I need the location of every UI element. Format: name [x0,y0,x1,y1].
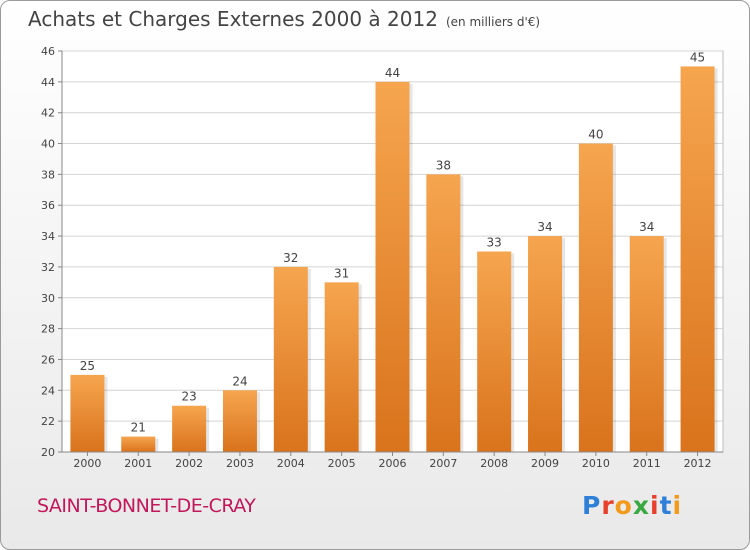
x-tick-label: 2010 [582,457,610,470]
logo-letter: x [632,491,650,520]
data-label: 40 [588,128,603,142]
bar [680,66,715,452]
proxiti-logo[interactable]: Proxiti [582,491,682,520]
x-tick-label: 2006 [379,457,407,470]
bar [578,143,613,453]
data-label: 21 [131,421,146,435]
x-tick-label: 2009 [531,457,559,470]
bar [324,282,359,452]
y-tick-label: 28 [41,323,55,336]
y-tick-label: 22 [41,415,55,428]
x-tick-label: 2008 [480,457,508,470]
bar [121,436,156,452]
logo-letter: t [659,491,673,520]
data-label: 32 [283,251,298,265]
y-tick-label: 30 [41,292,55,305]
chart-title: Achats et Charges Externes 2000 à 2012 [28,7,438,31]
data-label: 24 [232,374,247,388]
x-tick-label: 2012 [684,457,712,470]
x-tick-label: 2005 [328,457,356,470]
bar [426,174,461,452]
y-tick-label: 38 [41,168,55,181]
y-tick-label: 32 [41,261,55,274]
bar [70,374,105,452]
data-label: 44 [385,66,400,80]
y-tick-label: 34 [41,230,55,243]
y-tick-label: 44 [41,76,55,89]
data-label: 34 [537,220,552,234]
bar [375,81,410,452]
bar [172,405,207,452]
y-tick-label: 24 [41,384,55,397]
bar [477,251,512,452]
bar [222,390,257,452]
bar [629,236,664,452]
bar [528,236,563,452]
y-tick-label: 36 [41,199,55,212]
logo-letter: i [672,491,683,520]
logo-letter: P [582,491,602,520]
data-label: 38 [436,158,451,172]
y-tick-label: 42 [41,107,55,120]
logo-letter: i [650,491,660,520]
y-tick-label: 46 [41,45,55,58]
x-tick-label: 2002 [175,457,203,470]
chart-title-block: Achats et Charges Externes 2000 à 2012 (e… [28,7,540,31]
x-tick-label: 2011 [633,457,661,470]
data-label: 25 [80,359,95,373]
y-tick-label: 20 [41,446,55,459]
x-tick-label: 2004 [277,457,305,470]
x-tick-label: 2003 [226,457,254,470]
y-tick-label: 40 [41,138,55,151]
data-label: 23 [181,390,196,404]
x-tick-label: 2001 [124,457,152,470]
logo-letter: r [601,491,615,520]
x-tick-label: 2000 [73,457,101,470]
data-label: 45 [690,50,705,64]
logo-letter: o [614,491,633,520]
chart-unit: (en milliers d'€) [445,15,541,29]
data-label: 31 [334,266,349,280]
data-label: 34 [639,220,654,234]
x-tick-label: 2007 [429,457,457,470]
commune-name: SAINT-BONNET-DE-CRAY [37,495,256,517]
y-tick-label: 26 [41,353,55,366]
bar [273,266,308,452]
data-label: 33 [487,236,502,250]
